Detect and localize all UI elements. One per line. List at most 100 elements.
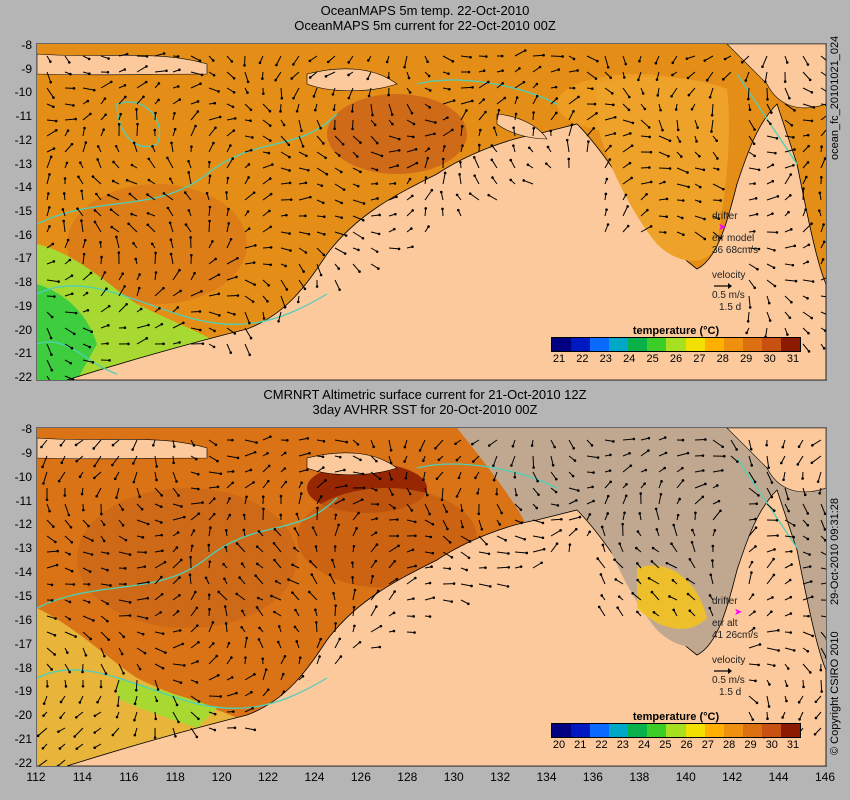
current-vector-head — [659, 108, 662, 112]
current-vector-arrow — [46, 375, 50, 380]
current-vector-arrow — [687, 578, 696, 585]
current-vector-arrow — [694, 167, 704, 171]
current-vector-arrow — [64, 535, 73, 543]
current-vector-arrow — [262, 178, 271, 185]
current-vector-arrow — [136, 519, 149, 525]
colorbar-tick-label: 27 — [701, 739, 715, 751]
current-vector-arrow — [491, 145, 498, 153]
current-vector-arrow — [82, 615, 94, 621]
current-vector-arrow — [473, 157, 480, 169]
current-vector-head — [77, 175, 80, 179]
current-vector-head — [375, 141, 379, 145]
current-vector-head — [504, 538, 507, 542]
current-vector-arrow — [532, 66, 541, 73]
current-vector-arrow — [226, 223, 230, 233]
current-vector-arrow — [820, 567, 826, 570]
current-vector-head — [572, 86, 576, 90]
current-vector-head — [393, 182, 397, 185]
current-vector-head — [681, 199, 685, 202]
current-vector-head — [288, 232, 291, 235]
current-vector-head — [321, 455, 325, 459]
current-vector-head — [50, 598, 54, 602]
current-vector-arrow — [154, 647, 166, 654]
current-vector-head — [597, 605, 601, 609]
current-vector-arrow — [172, 594, 180, 601]
current-vector-head — [572, 57, 576, 61]
current-vector-arrow — [313, 87, 318, 97]
current-vector-head — [99, 241, 102, 244]
current-vector-arrow — [604, 116, 616, 121]
bottom-map-panel[interactable] — [36, 427, 827, 767]
current-vector-arrow — [370, 471, 381, 480]
current-vector-arrow — [278, 311, 282, 322]
current-vector-head — [790, 123, 794, 127]
current-vector-arrow — [672, 55, 678, 64]
current-vector-head — [352, 544, 356, 548]
current-vector-arrow — [312, 527, 318, 537]
current-vector-arrow — [298, 493, 302, 505]
current-vector-arrow — [147, 224, 156, 233]
current-vector-head — [63, 177, 67, 180]
current-vector-arrow — [406, 210, 414, 217]
current-vector-head — [86, 99, 90, 103]
longitude-tick-label: 146 — [814, 770, 836, 784]
current-vector-arrow — [712, 510, 721, 521]
current-vector-head — [415, 161, 419, 165]
current-vector-head — [806, 537, 810, 541]
current-vector-arrow — [802, 87, 813, 93]
current-vector-head — [314, 545, 318, 548]
current-vector-arrow — [460, 55, 471, 58]
current-vector-head — [279, 110, 282, 113]
current-vector-head — [319, 637, 322, 641]
current-vector-head — [208, 205, 212, 209]
current-vector-head — [509, 178, 513, 182]
current-vector-head — [319, 273, 323, 277]
current-vector-head — [491, 176, 494, 179]
current-vector-arrow — [784, 519, 795, 526]
current-vector-head — [788, 96, 791, 100]
colorbar-title: temperature (°C) — [632, 711, 720, 723]
current-vector-arrow — [600, 574, 606, 585]
longitude-tick-label: 130 — [443, 770, 464, 784]
current-vector-head — [49, 155, 53, 159]
current-vector-head — [535, 82, 539, 86]
current-vector-head — [681, 466, 684, 470]
current-vector-arrow — [632, 592, 642, 601]
current-vector-head — [115, 496, 118, 499]
current-vector-head — [519, 508, 523, 511]
top-map-panel[interactable] — [36, 43, 827, 381]
current-vector-head — [807, 614, 810, 618]
current-vector-arrow — [64, 375, 74, 380]
current-vector-head — [54, 540, 57, 544]
current-vector-head — [546, 145, 550, 149]
current-vector-head — [93, 746, 96, 750]
current-vector-head — [715, 139, 718, 143]
current-vector-arrow — [419, 439, 426, 451]
current-vector-head — [345, 440, 349, 444]
current-vector-arrow — [640, 225, 652, 233]
current-vector-head — [407, 76, 411, 80]
current-vector-head — [302, 270, 305, 273]
colorbar-swatch — [647, 338, 667, 351]
current-vector-arrow — [784, 135, 794, 138]
current-vector-head — [144, 80, 148, 84]
current-vector-head — [391, 122, 394, 126]
current-vector-arrow — [352, 135, 361, 143]
current-vector-arrow — [784, 263, 793, 266]
current-vector-arrow — [694, 496, 704, 505]
current-vector-arrow — [208, 258, 216, 265]
current-vector-head — [788, 578, 792, 582]
current-vector-head — [492, 126, 496, 130]
colorbar-swatch — [609, 724, 629, 737]
current-vector-head — [428, 106, 431, 109]
current-vector-arrow — [256, 546, 264, 553]
current-vector-head — [356, 184, 360, 188]
current-vector-head — [309, 195, 312, 199]
current-vector-head — [74, 443, 78, 447]
current-vector-arrow — [46, 519, 54, 527]
current-vector-head — [408, 91, 412, 94]
current-vector-head — [347, 73, 350, 77]
current-vector-head — [160, 592, 164, 596]
current-vector-head — [279, 494, 283, 498]
current-vector-head — [641, 92, 645, 95]
